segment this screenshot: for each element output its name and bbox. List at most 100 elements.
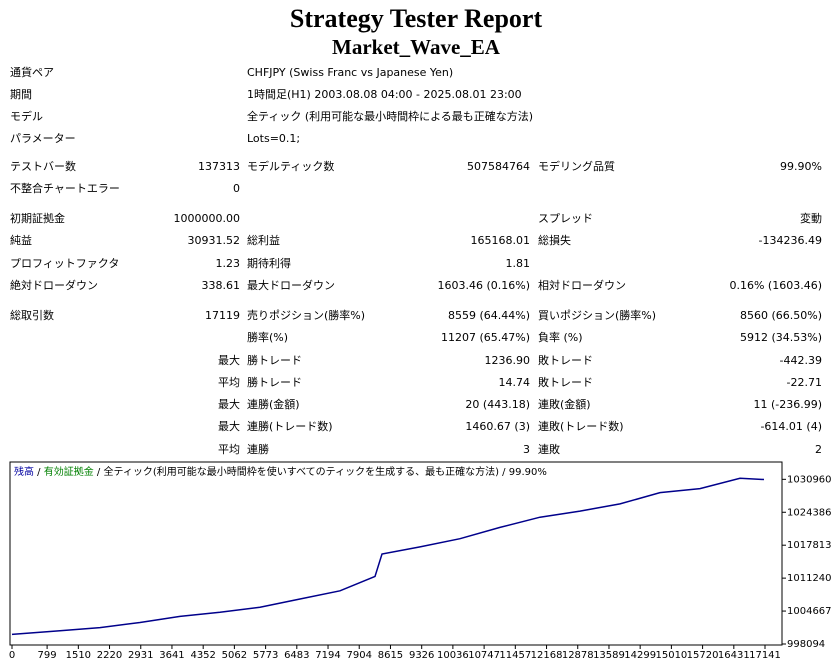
stat-label: 総利益 [247, 234, 280, 247]
info-value: 1時間足(H1) 2003.08.08 04:00 - 2025.08.01 2… [247, 88, 522, 101]
stat-value: 165168.01 [470, 234, 531, 247]
stat-value: 最大 [218, 420, 240, 433]
stat-label: 絶対ドローダウン [10, 279, 98, 292]
stat-value: 1.23 [215, 257, 241, 270]
stat-label: 売りポジション(勝率%) [247, 309, 366, 322]
x-tick-label: 15010 [655, 650, 687, 661]
stat-label: 総損失 [538, 234, 571, 247]
stat-value: 11207 (65.47%) [440, 331, 530, 344]
y-tick-label: 1004667 [787, 606, 832, 617]
stat-value: 0 [233, 182, 240, 195]
stat-value: 137313 [198, 160, 240, 173]
x-tick-label: 2931 [128, 650, 153, 661]
stat-value: 1236.90 [484, 354, 531, 367]
x-tick-label: 1510 [66, 650, 91, 661]
stat-label: 負率 (%) [538, 331, 583, 344]
legend-entry: 有効証拠金 [44, 465, 94, 478]
y-tick-label: 1024386 [787, 507, 832, 518]
stat-label: 最大ドローダウン [247, 279, 335, 292]
title: Strategy Tester Report [289, 4, 543, 33]
info-label: パラメーター [10, 132, 76, 145]
subtitle: Market_Wave_EA [332, 35, 500, 59]
stat-value: 8559 (64.44%) [447, 309, 530, 322]
stat-label: 敗トレード [538, 354, 593, 367]
stat-value: 11 (-236.99) [753, 398, 822, 411]
stat-label: 不整合チャートエラー [10, 182, 120, 195]
stat-value: 17119 [205, 309, 240, 322]
legend-entry: 全ティック(利用可能な最小時間枠を使いすべてのティックを生成する、最も正確な方法… [103, 465, 499, 478]
stat-value: 0.16% (1603.46) [729, 279, 822, 292]
stat-value: 99.90% [780, 160, 822, 173]
info-label: 通貨ペア [10, 66, 54, 79]
stat-value: 変動 [800, 212, 822, 225]
stat-label: 敗トレード [538, 376, 593, 389]
legend-entry: 残高 [14, 465, 34, 478]
stat-label: テストバー数 [10, 160, 76, 173]
stat-value: 1603.46 (0.16%) [437, 279, 530, 292]
stat-label: 連勝(トレード数) [247, 420, 333, 433]
stat-value: -614.01 (4) [760, 420, 822, 433]
x-tick-label: 4352 [190, 650, 215, 661]
y-tick-label: 998094 [787, 639, 825, 650]
stat-value: 30931.52 [187, 234, 241, 247]
stat-value: 338.61 [201, 279, 241, 292]
y-tick-label: 1011240 [787, 573, 832, 584]
x-tick-label: 2220 [97, 650, 122, 661]
stat-value: -22.71 [786, 376, 822, 389]
stat-label: 勝トレード [247, 376, 302, 389]
info-value: CHFJPY (Swiss Franc vs Japanese Yen) [247, 66, 454, 79]
stat-value: 1000000.00 [173, 212, 240, 225]
stat-label: 期待利得 [247, 257, 291, 270]
stat-label: 連勝 [247, 443, 269, 456]
stat-label: 相対ドローダウン [538, 279, 626, 292]
stat-label: 連敗 [538, 443, 560, 456]
stat-label: 純益 [10, 234, 32, 247]
x-tick-label: 7194 [315, 650, 340, 661]
x-tick-label: 8615 [378, 650, 403, 661]
x-tick-label: 10747 [468, 650, 500, 661]
info-value: Lots=0.1; [247, 132, 301, 145]
stat-value: 1.81 [505, 257, 531, 270]
stat-value: 20 (443.18) [465, 398, 530, 411]
x-tick-label: 12878 [562, 650, 594, 661]
stat-label: 連勝(金額) [247, 398, 300, 411]
stat-value: 5912 (34.53%) [739, 331, 822, 344]
stat-label: 連敗(金額) [538, 398, 591, 411]
stat-value: 2 [815, 443, 822, 456]
stat-label: モデルティック数 [247, 160, 335, 173]
stat-value: 507584764 [467, 160, 530, 173]
x-tick-label: 10036 [437, 650, 469, 661]
info-label: 期間 [10, 88, 32, 101]
info-value: 全ティック (利用可能な最小時間枠による最も正確な方法) [247, 110, 534, 123]
x-tick-label: 0 [9, 650, 15, 661]
legend: 残高 / 有効証拠金 / 全ティック(利用可能な最小時間枠を使いすべてのティック… [14, 465, 547, 478]
stat-label: スプレッド [538, 212, 593, 225]
info-label: モデル [10, 110, 43, 123]
x-tick-label: 14299 [624, 650, 656, 661]
x-tick-label: 12168 [531, 650, 563, 661]
stat-value: 14.74 [498, 376, 531, 389]
stat-value: 平均 [218, 443, 240, 456]
x-tick-label: 799 [38, 650, 57, 661]
stat-value: 平均 [218, 376, 240, 389]
plot-frame [9, 461, 783, 646]
x-tick-label: 5773 [253, 650, 278, 661]
x-tick-label: 7904 [346, 650, 371, 661]
stat-label: プロフィットファクタ [10, 257, 120, 270]
stat-value: 最大 [218, 398, 240, 411]
stat-value: 8560 (66.50%) [739, 309, 822, 322]
stat-label: 総取引数 [10, 309, 54, 322]
x-tick-label: 5062 [222, 650, 247, 661]
x-tick-label: 15720 [687, 650, 719, 661]
x-tick-label: 3641 [159, 650, 184, 661]
stat-value: -442.39 [779, 354, 822, 367]
y-tick-label: 1030960 [787, 474, 832, 485]
x-tick-label: 13589 [593, 650, 625, 661]
stat-label: モデリング品質 [538, 160, 615, 173]
x-tick-label: 17141 [749, 650, 781, 661]
stat-label: 買いポジション(勝率%) [538, 309, 657, 322]
stat-value: 最大 [218, 354, 240, 367]
stat-value: 1460.67 (3) [465, 420, 530, 433]
